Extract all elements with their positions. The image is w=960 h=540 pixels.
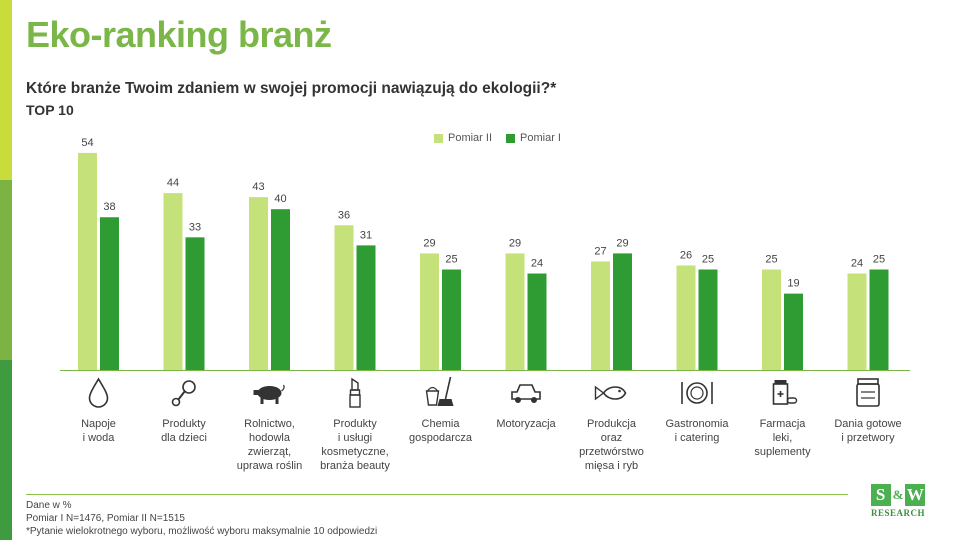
plate-cutlery-icon bbox=[681, 382, 713, 404]
data-label-pomiar-i-0: 38 bbox=[103, 201, 115, 213]
footer-units: Dane w % bbox=[26, 500, 72, 511]
logo-text: RESEARCH bbox=[870, 508, 925, 518]
baby-rattle-icon bbox=[171, 380, 196, 407]
data-label-pomiar-ii-1: 44 bbox=[167, 177, 179, 189]
sw-research-logo: S & W RESEARCH bbox=[868, 484, 928, 524]
data-label-pomiar-i-6: 29 bbox=[616, 237, 628, 249]
bar-pomiar-ii-0 bbox=[78, 152, 97, 370]
legend-label-pomiar-ii: Pomiar II bbox=[448, 132, 493, 144]
footer-footnote: *Pytanie wielokrotnego wyboru, możliwość… bbox=[26, 526, 378, 537]
chart-question: Które branże Twoim zdaniem w swojej prom… bbox=[26, 80, 557, 97]
bar-pomiar-ii-8 bbox=[762, 269, 781, 370]
data-label-pomiar-ii-4: 29 bbox=[423, 237, 435, 249]
data-label-pomiar-i-2: 40 bbox=[274, 193, 286, 205]
legend-swatch-pomiar-ii bbox=[434, 133, 443, 143]
bar-pomiar-i-5 bbox=[527, 273, 547, 370]
data-label-pomiar-i-4: 25 bbox=[445, 254, 457, 266]
bar-pomiar-i-3 bbox=[356, 245, 376, 370]
fish-icon bbox=[594, 385, 627, 401]
data-label-pomiar-ii-0: 54 bbox=[81, 137, 93, 149]
data-label-pomiar-ii-2: 43 bbox=[252, 181, 264, 193]
category-label-0: Napoje i woda bbox=[81, 418, 116, 444]
bar-pomiar-ii-6 bbox=[591, 261, 610, 370]
category-label-2: Rolnictwo, hodowla zwierząt, uprawa rośl… bbox=[236, 418, 303, 472]
footer-sample: Pomiar I N=1476, Pomiar II N=1515 bbox=[26, 513, 185, 524]
bar-pomiar-ii-4 bbox=[420, 253, 439, 370]
data-label-pomiar-ii-5: 29 bbox=[509, 237, 521, 249]
bar-pomiar-i-2 bbox=[271, 209, 290, 370]
water-drop-icon bbox=[88, 377, 109, 408]
category-label-8: Farmacja leki, suplementy bbox=[754, 418, 811, 458]
data-label-pomiar-ii-3: 36 bbox=[338, 209, 350, 221]
logo-ampersand: & bbox=[892, 487, 904, 502]
data-label-pomiar-ii-7: 26 bbox=[680, 249, 692, 261]
category-label-4: Chemia gospodarcza bbox=[409, 418, 472, 444]
category-label-7: Gastronomia i catering bbox=[665, 418, 729, 444]
data-label-pomiar-i-3: 31 bbox=[360, 229, 372, 241]
logo-letter-w: W bbox=[905, 484, 926, 506]
category-label-6: Produkcja oraz przetwórstwo mięsa i ryb bbox=[579, 418, 644, 472]
bar-pomiar-ii-1 bbox=[163, 193, 183, 370]
bar-pomiar-ii-5 bbox=[505, 253, 525, 370]
sidebar-stripe-top bbox=[0, 0, 12, 180]
sidebar-accent bbox=[0, 0, 12, 540]
footer-notes: Dane w % Pomiar I N=1476, Pomiar II N=15… bbox=[26, 499, 377, 538]
bar-pomiar-i-7 bbox=[698, 269, 718, 370]
bar-pomiar-i-9 bbox=[869, 269, 889, 370]
car-icon bbox=[511, 384, 541, 403]
bar-pomiar-i-0 bbox=[100, 217, 119, 370]
bar-pomiar-i-6 bbox=[613, 253, 632, 370]
bar-pomiar-i-8 bbox=[784, 293, 803, 370]
chart-legend: Pomiar II Pomiar I bbox=[434, 132, 561, 144]
pig-icon bbox=[253, 384, 285, 404]
legend-swatch-pomiar-i bbox=[506, 133, 516, 143]
cleaning-bucket-icon bbox=[425, 376, 454, 406]
bar-pomiar-ii-3 bbox=[334, 225, 354, 370]
legend-label-pomiar-i: Pomiar I bbox=[520, 132, 561, 144]
bar-pomiar-i-1 bbox=[185, 237, 205, 370]
data-label-pomiar-ii-6: 27 bbox=[594, 245, 606, 257]
sidebar-stripe-middle bbox=[0, 180, 12, 360]
bar-pomiar-i-4 bbox=[442, 269, 461, 370]
data-label-pomiar-i-8: 19 bbox=[787, 278, 799, 290]
data-label-pomiar-ii-9: 24 bbox=[851, 258, 863, 270]
logo-letter-s: S bbox=[870, 484, 891, 506]
bar-pomiar-ii-9 bbox=[847, 273, 867, 370]
data-label-pomiar-i-9: 25 bbox=[873, 254, 885, 266]
data-label-pomiar-i-1: 33 bbox=[189, 221, 201, 233]
category-label-9: Dania gotowe i przetwory bbox=[834, 418, 902, 444]
legend-item-pomiar-i: Pomiar I bbox=[506, 132, 561, 144]
footer-divider bbox=[26, 494, 848, 495]
data-label-pomiar-i-7: 25 bbox=[702, 254, 714, 266]
category-label-5: Motoryzacja bbox=[496, 418, 556, 430]
data-label-pomiar-i-5: 24 bbox=[531, 258, 543, 270]
page-title: Eko-ranking branż bbox=[26, 14, 332, 55]
category-label-3: Produkty i usługi kosmetyczne, branża be… bbox=[320, 418, 390, 472]
legend-item-pomiar-ii: Pomiar II bbox=[434, 132, 492, 144]
sidebar-stripe-bottom bbox=[0, 360, 12, 540]
data-label-pomiar-ii-8: 25 bbox=[765, 254, 777, 266]
chart-subtitle: TOP 10 bbox=[26, 102, 74, 118]
category-label-1: Produkty dla dzieci bbox=[161, 418, 207, 444]
jar-icon bbox=[856, 378, 880, 407]
bar-pomiar-ii-7 bbox=[676, 265, 696, 370]
medicine-bottle-icon bbox=[772, 380, 798, 405]
lipstick-icon bbox=[349, 377, 361, 408]
bar-pomiar-ii-2 bbox=[249, 197, 268, 370]
